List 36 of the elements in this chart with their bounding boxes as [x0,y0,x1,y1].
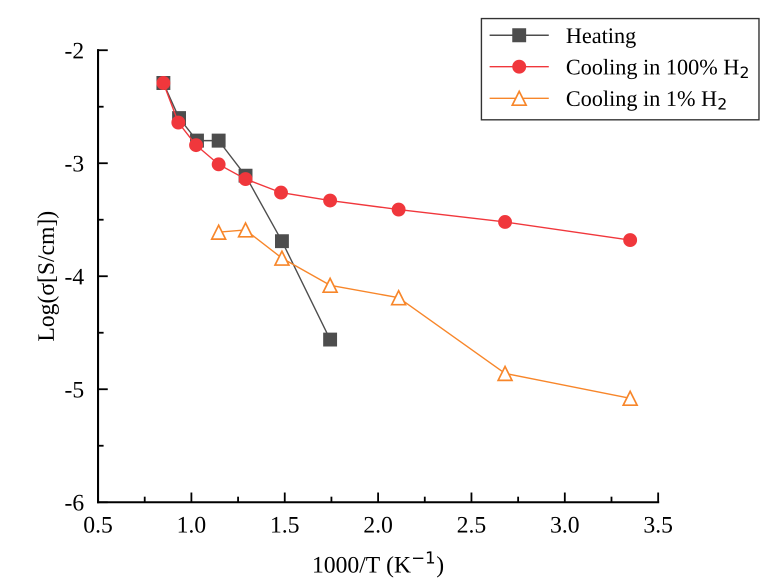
legend-label: Cooling in 1% H$_{2}$ [566,90,726,111]
point [189,138,204,152]
point [275,234,289,248]
point [497,366,513,382]
x-tick-label: 2.5 [458,516,486,533]
legend-label: Heating [566,28,636,48]
point [212,134,226,148]
x-tick-label: 1.5 [272,516,299,533]
point [171,116,186,130]
point [390,290,406,306]
point [392,202,406,217]
x-tick-label: 3.0 [551,516,579,533]
x-tick-label: 0.5 [84,516,112,533]
point [274,250,290,266]
y-tick-label: -3 [65,156,84,172]
y-tick-label: -4 [65,268,84,284]
x-tick-label: 2.0 [364,516,392,533]
y-tick-label: -2 [65,42,83,58]
point [322,277,338,294]
point [323,332,338,346]
y-axis-title: Log(σ[S/cm]) [37,212,59,341]
x-axis-title: 1000/T (K$^{−1}$) [314,551,444,578]
point [238,172,252,186]
point [274,186,288,200]
x-tick-label: 1.0 [178,516,206,533]
y-tick-label: -6 [65,494,84,511]
legend-label: Cooling in 100% H$_{2}$ [566,58,748,80]
x-tick-label: 3.5 [644,516,672,533]
point [622,390,638,406]
y-tick-label: -5 [65,382,84,398]
point [238,222,254,238]
point [623,233,638,248]
point [210,224,226,240]
point [498,215,512,229]
point [323,194,338,208]
point [212,157,226,172]
